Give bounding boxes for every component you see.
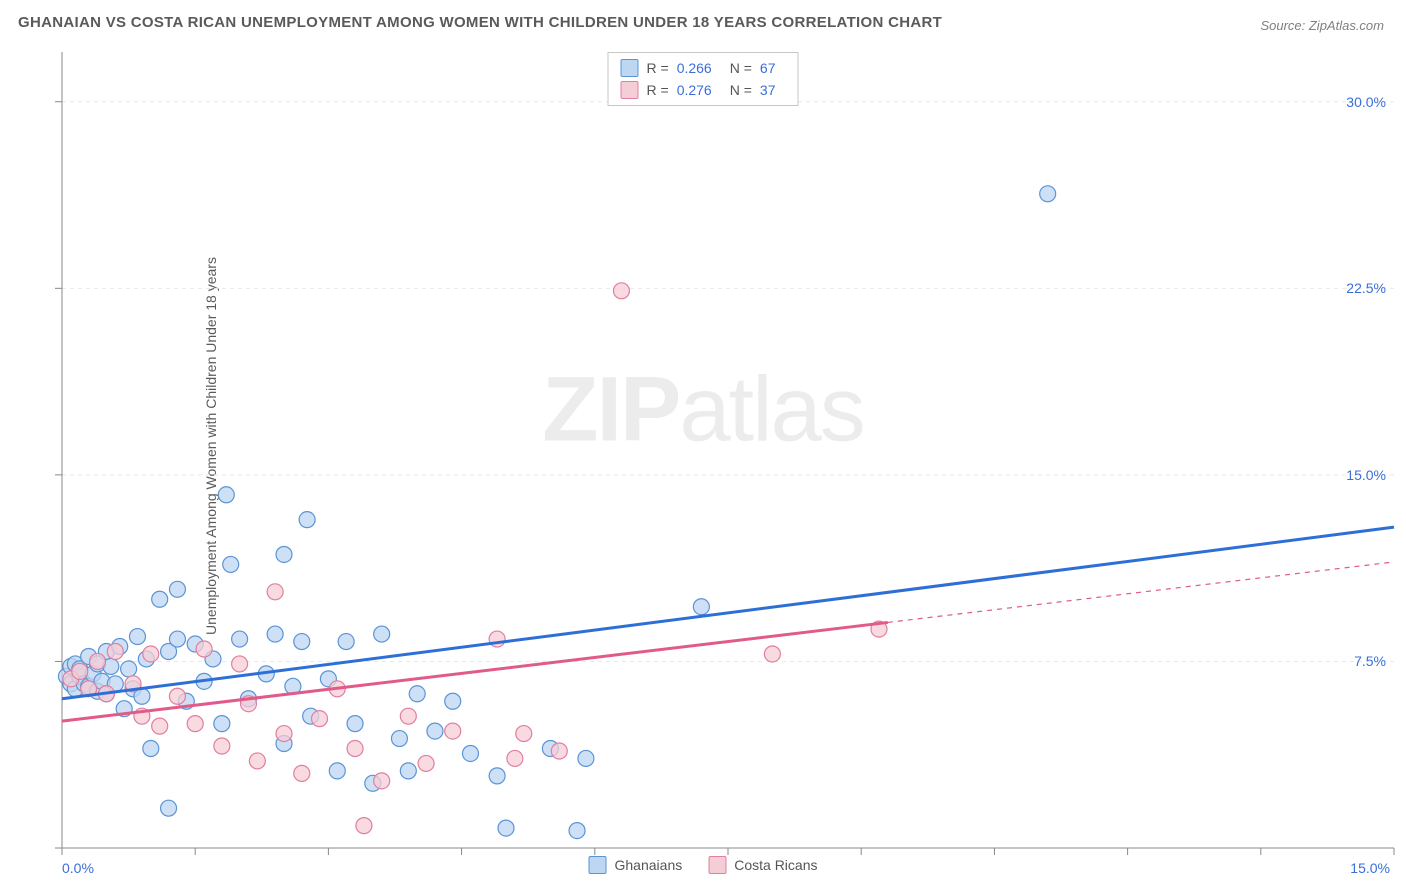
x-axis-max-label: 15.0% bbox=[1350, 860, 1390, 876]
n-label: N = bbox=[730, 82, 752, 98]
legend-item-ghanaians: Ghanaians bbox=[589, 856, 683, 874]
swatch-costaricans bbox=[708, 856, 726, 874]
r-value-ghanaians: 0.266 bbox=[677, 60, 712, 76]
r-label: R = bbox=[647, 60, 669, 76]
y-tick-label: 7.5% bbox=[1354, 653, 1386, 669]
x-axis-min-label: 0.0% bbox=[62, 860, 94, 876]
swatch-costaricans bbox=[621, 81, 639, 99]
swatch-ghanaians bbox=[621, 59, 639, 77]
r-label: R = bbox=[647, 82, 669, 98]
y-tick-label: 30.0% bbox=[1346, 94, 1386, 110]
legend-label-ghanaians: Ghanaians bbox=[615, 857, 683, 873]
y-tick-label: 22.5% bbox=[1346, 280, 1386, 296]
legend-label-costaricans: Costa Ricans bbox=[734, 857, 817, 873]
n-value-costaricans: 37 bbox=[760, 82, 776, 98]
legend-item-costaricans: Costa Ricans bbox=[708, 856, 817, 874]
correlation-legend: R = 0.266 N = 67 R = 0.276 N = 37 bbox=[608, 52, 799, 106]
y-tick-label: 15.0% bbox=[1346, 467, 1386, 483]
correlation-scatter-chart bbox=[0, 0, 1406, 892]
legend-row-ghanaians: R = 0.266 N = 67 bbox=[617, 57, 790, 79]
series-legend: Ghanaians Costa Ricans bbox=[589, 856, 818, 874]
n-value-ghanaians: 67 bbox=[760, 60, 776, 76]
n-label: N = bbox=[730, 60, 752, 76]
swatch-ghanaians bbox=[589, 856, 607, 874]
legend-row-costaricans: R = 0.276 N = 37 bbox=[617, 79, 790, 101]
r-value-costaricans: 0.276 bbox=[677, 82, 712, 98]
